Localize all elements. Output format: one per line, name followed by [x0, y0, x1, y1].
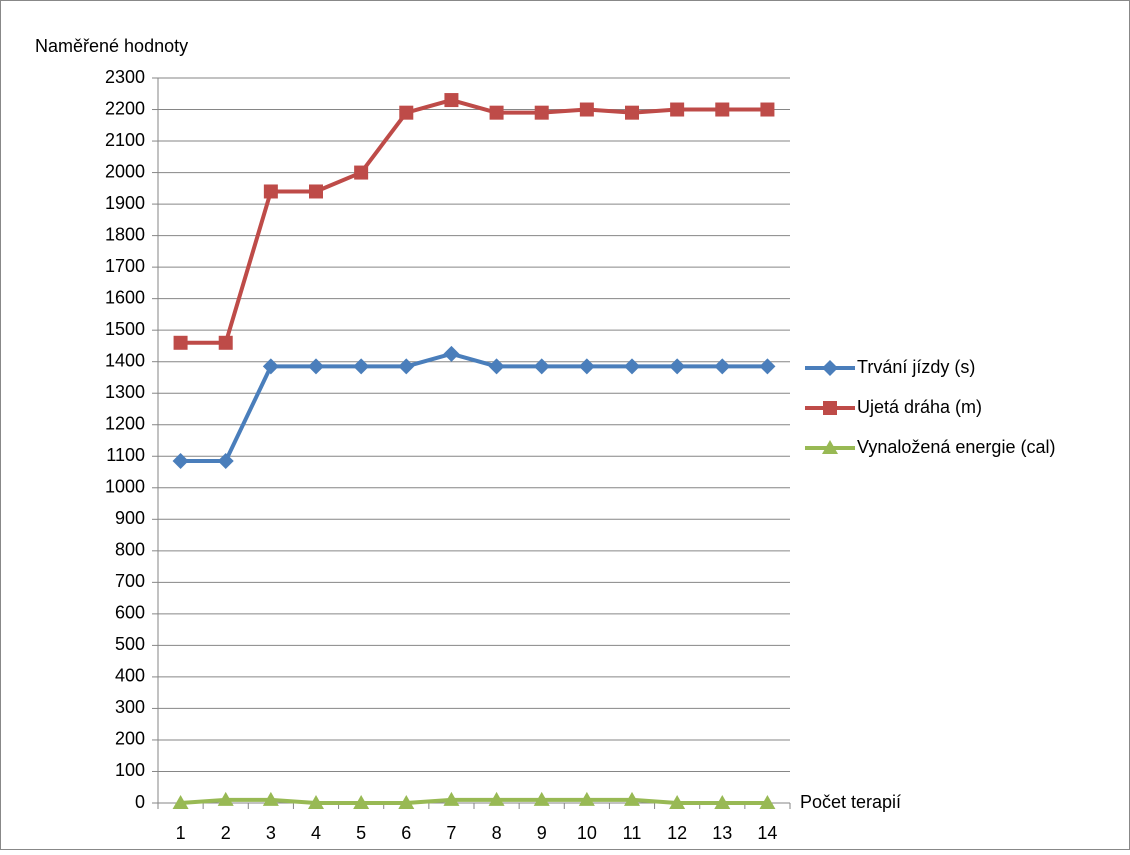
- x-tick-label: 10: [577, 823, 597, 843]
- data-point: [218, 335, 233, 350]
- y-tick-label: 1000: [105, 477, 145, 497]
- data-point: [398, 795, 415, 809]
- y-tick-label: 600: [115, 603, 145, 623]
- y-tick-label: 1800: [105, 224, 145, 244]
- y-tick-label: 1600: [105, 287, 145, 307]
- legend-label: Vynaložená energie (cal): [857, 437, 1055, 457]
- data-point: [715, 102, 730, 117]
- legend-marker: [822, 360, 838, 376]
- data-point: [669, 358, 686, 375]
- data-point: [759, 358, 776, 375]
- data-point: [217, 452, 234, 469]
- y-tick-label: 2200: [105, 98, 145, 118]
- data-point: [488, 358, 505, 375]
- y-tick-label: 2000: [105, 161, 145, 181]
- y-tick-label: 800: [115, 540, 145, 560]
- x-tick-label: 6: [401, 823, 411, 843]
- data-point: [262, 791, 279, 806]
- data-point: [533, 791, 550, 806]
- data-point: [760, 102, 775, 117]
- y-tick-label: 2100: [105, 130, 145, 150]
- data-point: [489, 105, 504, 120]
- data-point: [444, 93, 459, 108]
- data-point: [533, 358, 550, 375]
- series-line: [180, 98, 768, 345]
- data-point: [578, 791, 595, 806]
- data-point: [172, 452, 189, 469]
- data-point: [579, 102, 594, 117]
- x-tick-label: 5: [356, 823, 366, 843]
- y-tick-label: 2300: [105, 67, 145, 87]
- data-point: [354, 165, 369, 180]
- y-tick-label: 500: [115, 634, 145, 654]
- legend-label: Ujetá dráha (m): [857, 397, 982, 417]
- y-tick-label: 1200: [105, 413, 145, 433]
- data-point: [534, 105, 549, 120]
- y-tick-label: 1700: [105, 256, 145, 276]
- data-point: [398, 358, 415, 375]
- data-point: [353, 795, 370, 809]
- series-line: [180, 797, 768, 805]
- y-tick-label: 1400: [105, 350, 145, 370]
- data-point: [759, 795, 776, 809]
- y-tick-label: 300: [115, 697, 145, 717]
- x-tick-label: 13: [712, 823, 732, 843]
- x-tick-label: 7: [446, 823, 456, 843]
- data-point: [217, 791, 234, 806]
- y-axis-title: Naměřené hodnoty: [35, 36, 188, 56]
- x-tick-label: 1: [176, 823, 186, 843]
- data-point: [670, 102, 685, 117]
- y-tick-label: 100: [115, 760, 145, 780]
- data-point: [173, 335, 188, 350]
- y-tick-label: 1500: [105, 319, 145, 339]
- x-tick-label: 9: [537, 823, 547, 843]
- x-tick-label: 4: [311, 823, 321, 843]
- y-tick-label: 200: [115, 729, 145, 749]
- y-tick-label: 1100: [106, 445, 145, 465]
- data-point: [353, 358, 370, 375]
- y-tick-label: 1900: [105, 193, 145, 213]
- x-axis-title: Počet terapií: [800, 792, 901, 812]
- y-tick-label: 1300: [105, 382, 145, 402]
- x-tick-label: 3: [266, 823, 276, 843]
- data-point: [308, 795, 324, 809]
- data-point: [714, 358, 731, 375]
- x-tick-label: 11: [623, 823, 642, 843]
- data-point: [625, 105, 639, 120]
- x-tick-label: 8: [492, 823, 502, 843]
- y-tick-label: 900: [115, 508, 145, 528]
- legend-marker: [823, 401, 837, 415]
- data-point: [443, 791, 460, 806]
- data-point: [488, 791, 505, 806]
- y-tick-label: 400: [115, 666, 145, 686]
- y-tick-label: 0: [135, 792, 145, 812]
- data-point: [399, 105, 414, 120]
- data-point: [309, 184, 323, 199]
- data-point: [624, 358, 640, 375]
- legend-label: Trvání jízdy (s): [857, 357, 975, 377]
- data-point: [578, 358, 595, 375]
- x-tick-label: 12: [667, 823, 687, 843]
- data-point: [624, 791, 640, 806]
- data-point: [172, 795, 189, 809]
- data-point: [443, 345, 460, 362]
- legend-marker: [822, 440, 838, 454]
- data-point: [262, 358, 279, 375]
- data-point: [263, 184, 278, 199]
- data-point: [308, 358, 324, 375]
- x-tick-label: 14: [757, 823, 777, 843]
- x-tick-label: 2: [221, 823, 231, 843]
- data-point: [714, 795, 731, 809]
- data-point: [669, 795, 686, 809]
- y-tick-label: 700: [115, 571, 145, 591]
